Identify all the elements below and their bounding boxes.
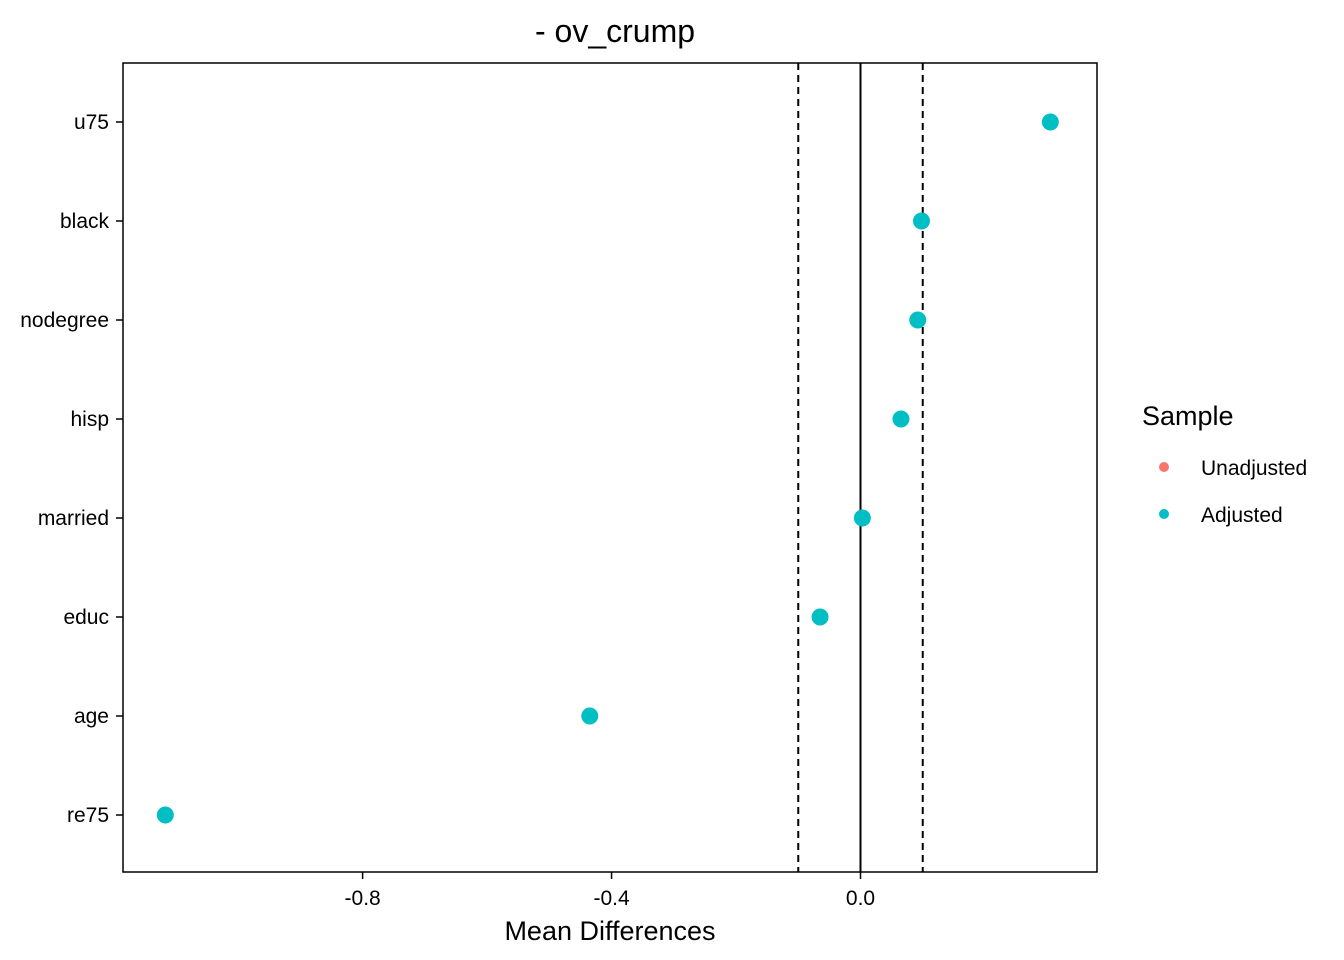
chart-title: - ov_crump — [535, 13, 695, 49]
legend-label-unadjusted: Unadjusted — [1201, 457, 1307, 480]
y-tick-label: u75 — [74, 111, 109, 134]
legend-label-adjusted: Adjusted — [1201, 504, 1283, 527]
data-point-educ — [811, 608, 829, 626]
legend-key-unadjusted — [1159, 462, 1169, 472]
data-point-hisp — [892, 410, 910, 428]
x-axis: -0.8 -0.4 0.0 — [345, 872, 875, 910]
data-point-black — [912, 212, 930, 230]
y-tick-label: black — [60, 210, 110, 233]
plot-area — [122, 62, 1098, 873]
y-tick-label: re75 — [67, 804, 109, 827]
legend: Sample Unadjusted Adjusted — [1142, 401, 1307, 527]
y-axis: u75 black nodegree hisp married educ age re75 — [20, 111, 123, 827]
x-tick-label: -0.4 — [593, 887, 630, 910]
y-tick-label: age — [74, 705, 109, 728]
y-tick-label: married — [38, 507, 109, 530]
data-point-married — [853, 509, 871, 527]
panel-border — [122, 62, 1098, 873]
y-tick-label: educ — [63, 606, 109, 629]
legend-title: Sample — [1142, 401, 1234, 431]
y-tick-label: hisp — [70, 408, 109, 431]
legend-key-adjusted — [1159, 509, 1169, 519]
y-tick-label: nodegree — [20, 309, 109, 332]
x-tick-label: -0.8 — [345, 887, 381, 910]
data-point-age — [581, 707, 599, 725]
x-axis-title: Mean Differences — [504, 916, 715, 946]
legend-entries: Unadjusted Adjusted — [1159, 457, 1307, 527]
x-tick-label: 0.0 — [846, 887, 875, 910]
data-point-u75 — [1041, 113, 1059, 131]
data-point-nodegree — [909, 311, 927, 329]
data-point-re75 — [156, 806, 174, 824]
